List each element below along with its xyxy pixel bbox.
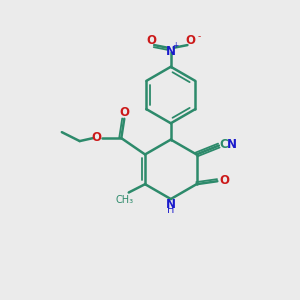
Text: H: H bbox=[167, 205, 175, 215]
Text: -: - bbox=[198, 32, 201, 41]
Text: N: N bbox=[166, 198, 176, 211]
Text: CH₃: CH₃ bbox=[115, 195, 133, 205]
Text: +: + bbox=[172, 41, 178, 50]
Text: O: O bbox=[219, 174, 229, 187]
Text: O: O bbox=[119, 106, 129, 119]
Text: O: O bbox=[91, 131, 101, 144]
Text: N: N bbox=[227, 138, 237, 151]
Text: O: O bbox=[146, 34, 156, 46]
Text: N: N bbox=[166, 45, 176, 58]
Text: O: O bbox=[186, 34, 196, 46]
Text: C: C bbox=[220, 138, 229, 151]
